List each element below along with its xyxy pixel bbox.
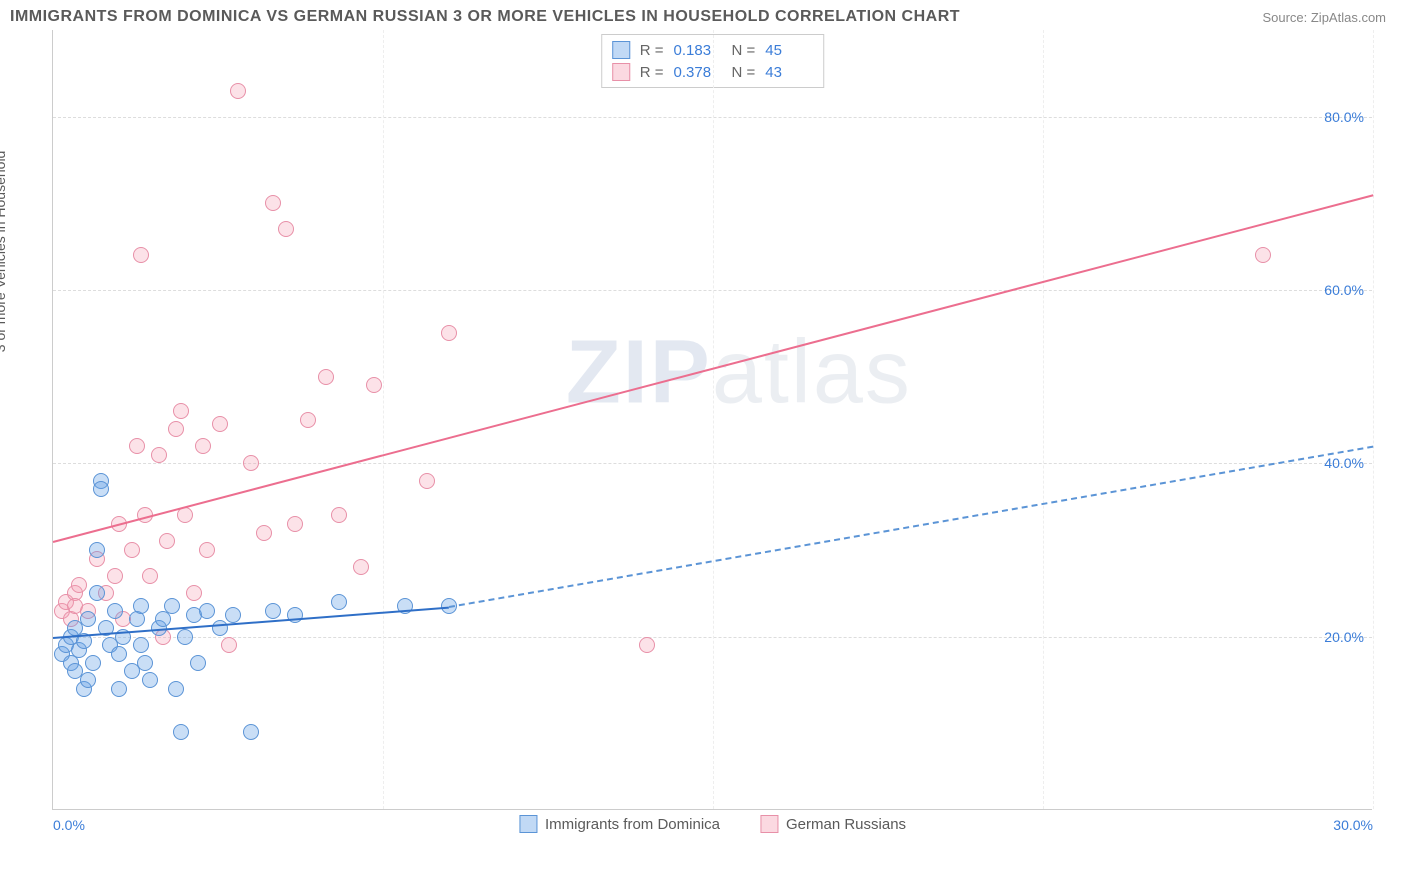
data-point xyxy=(287,516,303,532)
data-point xyxy=(133,247,149,263)
data-point xyxy=(80,611,96,627)
data-point xyxy=(639,637,655,653)
trend-line xyxy=(449,446,1373,608)
data-point xyxy=(243,455,259,471)
data-point xyxy=(142,568,158,584)
stat-n-label: N = xyxy=(732,42,756,59)
data-point xyxy=(133,598,149,614)
data-point xyxy=(173,724,189,740)
source-attribution: Source: ZipAtlas.com xyxy=(1262,10,1386,25)
legend-item-blue: Immigrants from Dominica xyxy=(519,815,720,833)
y-axis-label: 3 or more Vehicles in Household xyxy=(0,151,8,353)
swatch-pink-icon xyxy=(760,815,778,833)
data-point xyxy=(111,646,127,662)
data-point xyxy=(71,577,87,593)
data-point xyxy=(212,620,228,636)
gridline-v xyxy=(713,30,714,809)
data-point xyxy=(300,412,316,428)
data-point xyxy=(93,481,109,497)
data-point xyxy=(195,438,211,454)
data-point xyxy=(80,672,96,688)
legend: Immigrants from Dominica German Russians xyxy=(519,815,906,833)
stat-n-value-blue: 45 xyxy=(765,42,813,59)
data-point xyxy=(225,607,241,623)
stat-r-value-pink: 0.378 xyxy=(674,64,722,81)
y-tick-label: 60.0% xyxy=(1324,282,1364,298)
stat-r-label: R = xyxy=(640,64,664,81)
data-point xyxy=(111,681,127,697)
plot-area: ZIPatlas R = 0.183 N = 45 R = 0.378 N = … xyxy=(52,30,1372,810)
data-point xyxy=(441,325,457,341)
gridline-v xyxy=(1373,30,1374,809)
data-point xyxy=(151,447,167,463)
data-point xyxy=(159,533,175,549)
data-point xyxy=(124,542,140,558)
data-point xyxy=(353,559,369,575)
y-tick-label: 20.0% xyxy=(1324,629,1364,645)
data-point xyxy=(168,681,184,697)
watermark: ZIPatlas xyxy=(566,321,912,424)
data-point xyxy=(243,724,259,740)
stat-n-label: N = xyxy=(732,64,756,81)
data-point xyxy=(256,525,272,541)
legend-label: Immigrants from Dominica xyxy=(545,816,720,833)
data-point xyxy=(331,594,347,610)
data-point xyxy=(107,603,123,619)
data-point xyxy=(199,542,215,558)
stat-n-value-pink: 43 xyxy=(765,64,813,81)
data-point xyxy=(164,598,180,614)
data-point xyxy=(173,403,189,419)
data-point xyxy=(212,416,228,432)
y-tick-label: 80.0% xyxy=(1324,109,1364,125)
stat-r-label: R = xyxy=(640,42,664,59)
gridline-v xyxy=(383,30,384,809)
data-point xyxy=(85,655,101,671)
swatch-pink-icon xyxy=(612,63,630,81)
data-point xyxy=(133,637,149,653)
legend-item-pink: German Russians xyxy=(760,815,906,833)
data-point xyxy=(142,672,158,688)
data-point xyxy=(137,655,153,671)
data-point xyxy=(318,369,334,385)
chart-container: 3 or more Vehicles in Household ZIPatlas… xyxy=(10,30,1396,860)
data-point xyxy=(168,421,184,437)
data-point xyxy=(190,655,206,671)
data-point xyxy=(129,438,145,454)
x-tick-label: 30.0% xyxy=(1333,817,1373,833)
data-point xyxy=(89,542,105,558)
data-point xyxy=(221,637,237,653)
x-tick-label: 0.0% xyxy=(53,817,85,833)
data-point xyxy=(1255,247,1271,263)
data-point xyxy=(366,377,382,393)
data-point xyxy=(89,585,105,601)
data-point xyxy=(177,629,193,645)
data-point xyxy=(419,473,435,489)
data-point xyxy=(265,195,281,211)
data-point xyxy=(186,585,202,601)
y-tick-label: 40.0% xyxy=(1324,455,1364,471)
data-point xyxy=(265,603,281,619)
data-point xyxy=(331,507,347,523)
chart-title: IMMIGRANTS FROM DOMINICA VS GERMAN RUSSI… xyxy=(10,8,960,26)
data-point xyxy=(199,603,215,619)
data-point xyxy=(278,221,294,237)
data-point xyxy=(230,83,246,99)
data-point xyxy=(107,568,123,584)
stat-r-value-blue: 0.183 xyxy=(674,42,722,59)
swatch-blue-icon xyxy=(519,815,537,833)
legend-label: German Russians xyxy=(786,816,906,833)
gridline-v xyxy=(1043,30,1044,809)
swatch-blue-icon xyxy=(612,41,630,59)
